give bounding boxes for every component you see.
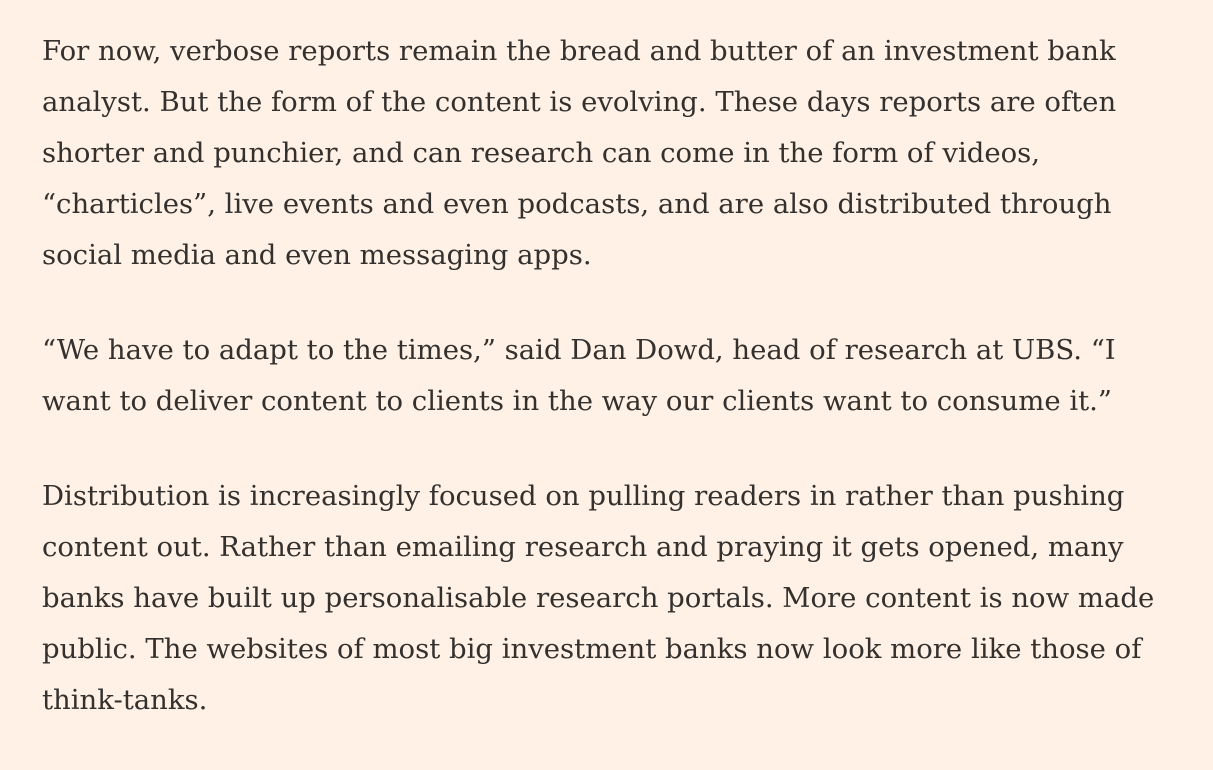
paragraph-1: For now, verbose reports remain the brea… <box>42 26 1202 281</box>
paragraph-line: content out. Rather than emailing resear… <box>42 531 1124 563</box>
paragraph-line: public. The websites of most big investm… <box>42 633 1142 665</box>
paragraph-line: “charticles”, live events and even podca… <box>42 188 1112 220</box>
paragraph-line: want to deliver content to clients in th… <box>42 385 1112 417</box>
paragraph-line: “We have to adapt to the times,” said Da… <box>42 334 1116 366</box>
paragraph-line: social media and even messaging apps. <box>42 239 592 271</box>
paragraph-line: shorter and punchier, and can research c… <box>42 137 1041 169</box>
article-body: For now, verbose reports remain the brea… <box>42 26 1202 770</box>
paragraph-line: For now, verbose reports remain the brea… <box>42 35 1116 67</box>
paragraph-line: banks have built up personalisable resea… <box>42 582 1155 614</box>
paragraph-line: analyst. But the form of the content is … <box>42 86 1117 118</box>
paragraph-line: Distribution is increasingly focused on … <box>42 480 1125 512</box>
paragraph-3: Distribution is increasingly focused on … <box>42 471 1202 726</box>
paragraph-2-quote: “We have to adapt to the times,” said Da… <box>42 325 1202 427</box>
paragraph-line: think-tanks. <box>42 684 208 716</box>
